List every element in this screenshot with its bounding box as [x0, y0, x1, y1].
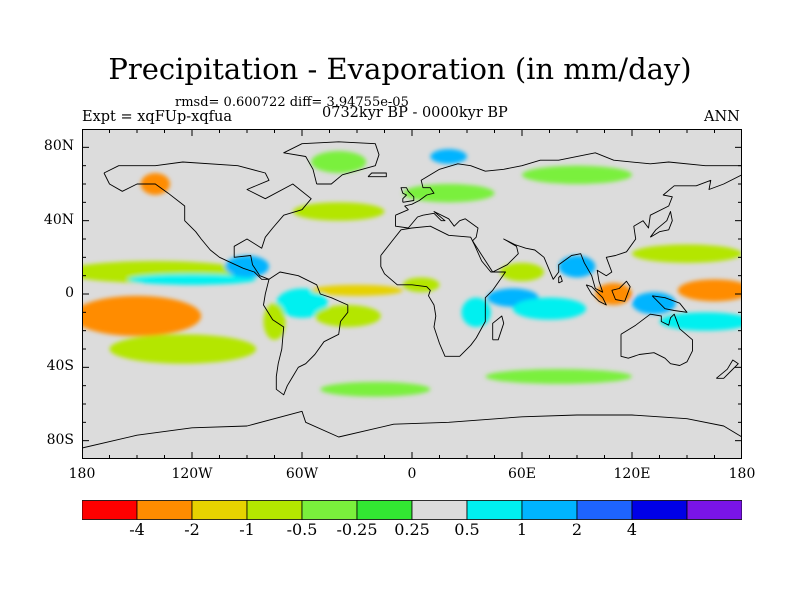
colorbar-swatch: [466, 500, 523, 520]
season-label: ANN: [704, 109, 740, 125]
coastline-sumatra: [585, 284, 607, 306]
coastlines: [82, 141, 742, 459]
colorbar-label: -4: [129, 520, 145, 539]
data-region-0: [82, 295, 202, 337]
data-region-18: [632, 244, 742, 263]
data-region-6: [263, 303, 286, 340]
coastline-greenland: [283, 141, 380, 185]
colorbar-label: 0.5: [454, 520, 480, 539]
data-region-15: [632, 292, 676, 315]
colorbar-label: 4: [626, 520, 638, 539]
colorbar-swatch: [191, 500, 248, 520]
colorbar-swatch: [82, 500, 138, 520]
y-tick-label: 40S: [46, 358, 74, 375]
x-tick-label: 120E: [613, 466, 651, 482]
data-region-2: [109, 334, 257, 364]
coastline-japan: [649, 211, 673, 238]
x-tick-label: 180: [68, 466, 96, 482]
colorbar-swatch: [246, 500, 303, 520]
map-frame: [82, 129, 742, 459]
x-tick-label: 120W: [171, 466, 213, 482]
data-region-27: [320, 382, 431, 397]
data-region-26: [311, 151, 367, 173]
plot-title: Precipitation - Evaporation (in mm/day): [108, 52, 692, 86]
coastline-sri-lanka: [558, 275, 563, 284]
colorbar-label: 2: [571, 520, 583, 539]
stats-text: rmsd= 0.600722 diff= 3.94755e-05: [175, 95, 409, 110]
data-region-16: [677, 279, 742, 302]
colorbar-label: -2: [184, 520, 200, 539]
data-region-20: [292, 202, 385, 221]
colorbar-label: -0.5: [286, 520, 318, 539]
precip-evap-map: [82, 129, 742, 459]
coastline-australia: [620, 313, 693, 366]
data-region-13: [558, 255, 596, 278]
coastline-north-america: [103, 161, 312, 280]
data-region-11: [500, 262, 544, 282]
y-tick-label: 80S: [46, 431, 74, 448]
x-tick-label: 180: [728, 466, 756, 482]
coastline-antarctica: [82, 410, 742, 459]
coastline-africa: [380, 225, 506, 357]
data-region-5: [276, 288, 328, 318]
data-region-21: [274, 239, 367, 258]
colorbar-label: -0.25: [336, 520, 378, 539]
x-tick-label: 60W: [285, 466, 319, 482]
colorbar-swatch: [301, 500, 358, 520]
coastline-new-zealand: [716, 359, 739, 379]
y-tick-label: 80N: [43, 138, 74, 155]
data-region-9: [402, 277, 440, 293]
colorbar-label: 1: [516, 520, 528, 539]
colorbar-swatch: [411, 500, 468, 520]
colorbar-swatch: [631, 500, 688, 520]
coastline-new-guinea: [651, 295, 688, 313]
x-tick-label: 0: [407, 466, 417, 482]
y-tick-label: 40N: [43, 211, 74, 228]
colorbar: [82, 500, 742, 520]
coastline-south-america: [263, 271, 349, 396]
data-region-7: [314, 305, 381, 327]
coastline-great-britain: [400, 187, 415, 203]
y-tick-label: 0: [65, 285, 74, 301]
coastline-madagascar: [492, 315, 505, 341]
data-region-24: [430, 149, 467, 164]
data-region-29: [461, 297, 491, 327]
x-tick-label: 60E: [507, 466, 537, 482]
data-region-4: [225, 255, 269, 278]
colorbar-label: 0.25: [394, 520, 430, 539]
colorbar-swatch: [686, 500, 742, 520]
data-region-12: [512, 297, 587, 320]
colorbar-label: -1: [239, 520, 255, 539]
data-region-8: [311, 284, 403, 296]
data-region-23: [522, 165, 632, 184]
data-region-22: [402, 184, 495, 203]
colorbar-swatch: [576, 500, 633, 520]
experiment-label: Expt = xqFUp-xqfua: [82, 109, 232, 125]
data-region-17: [659, 312, 742, 331]
colorbar-swatch: [521, 500, 578, 520]
period-label: 0732kyr BP - 0000kyr BP: [322, 105, 508, 121]
colorbar-swatch: [136, 500, 193, 520]
coastline-iceland: [367, 172, 387, 178]
data-region-28: [485, 369, 632, 384]
data-region-19: [677, 215, 742, 234]
data-region-3: [127, 273, 257, 285]
colorbar-swatch: [356, 500, 413, 520]
coastline-eurasia: [395, 152, 742, 293]
coastline-borneo: [611, 280, 631, 302]
